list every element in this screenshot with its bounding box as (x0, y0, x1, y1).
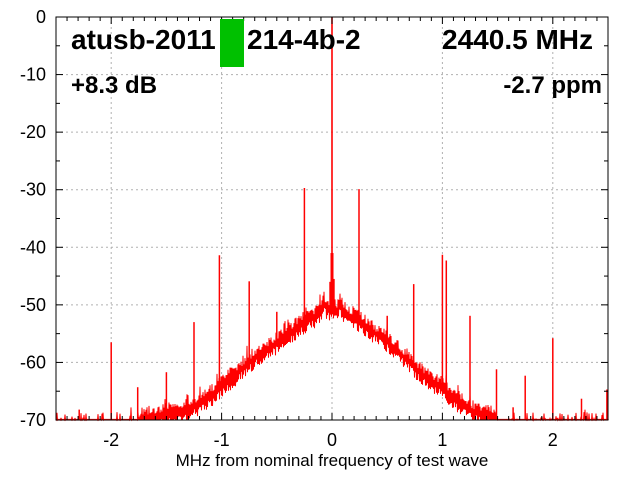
x-axis-title: MHz from nominal frequency of test wave (175, 451, 489, 470)
title-frequency: 2440.5 MHz (442, 24, 593, 55)
y-tick-label: -60 (20, 352, 46, 372)
x-tick-label: 1 (437, 430, 447, 450)
y-tick-label: -50 (20, 295, 46, 315)
x-tick-label: 0 (327, 430, 337, 450)
gain-annotation: +8.3 dB (71, 72, 158, 99)
title-device: atusb-2011 (71, 24, 216, 55)
ppm-annotation: -2.7 ppm (503, 72, 602, 99)
y-tick-label: 0 (36, 7, 46, 27)
x-tick-label: -1 (214, 430, 230, 450)
y-tick-label: -70 (20, 410, 46, 430)
title-serial: 214-4b-2 (247, 24, 361, 55)
y-tick-label: -30 (20, 180, 46, 200)
y-tick-label: -10 (20, 65, 46, 85)
x-tick-label: 2 (548, 430, 558, 450)
censor-block (220, 19, 244, 67)
x-tick-label: -2 (103, 430, 119, 450)
y-tick-label: -20 (20, 122, 46, 142)
y-tick-label: -40 (20, 237, 46, 257)
